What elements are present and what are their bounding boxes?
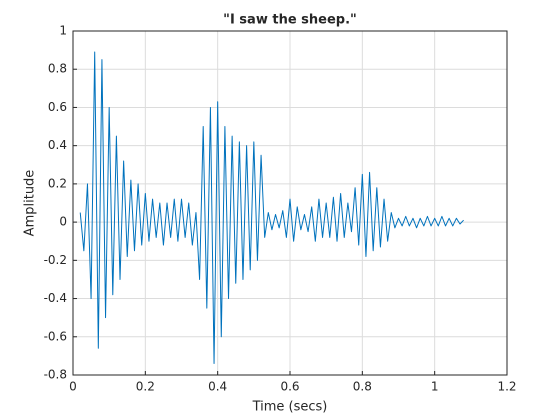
y-tick-label: -0.2	[44, 253, 67, 267]
y-tick-label: -0.8	[44, 368, 67, 382]
x-tick-label: 0.4	[208, 380, 227, 394]
x-tick-label: 0.8	[353, 380, 372, 394]
x-tick-label: 1.2	[497, 380, 516, 394]
y-tick-label: 0	[59, 215, 67, 229]
y-tick-label: -0.6	[44, 329, 67, 343]
y-axis-label: Amplitude	[23, 170, 38, 237]
y-tick-label: -0.4	[44, 291, 67, 305]
y-tick-label: 1	[59, 24, 67, 38]
x-tick-label: 0.6	[280, 380, 299, 394]
y-tick-label: 0.6	[48, 100, 67, 114]
waveform-line	[79, 51, 464, 365]
x-tick-label: 0	[69, 380, 77, 394]
y-tick-label: 0.4	[48, 138, 67, 152]
y-tick-label: 0.2	[48, 176, 67, 190]
x-axis-label: Time (secs)	[252, 400, 328, 415]
x-tick-label: 1	[431, 380, 439, 394]
axes-box	[72, 30, 508, 376]
x-tick-label: 0.2	[136, 380, 155, 394]
y-tick-label: 0.8	[48, 62, 67, 76]
chart-title: "I saw the sheep."	[223, 13, 357, 28]
